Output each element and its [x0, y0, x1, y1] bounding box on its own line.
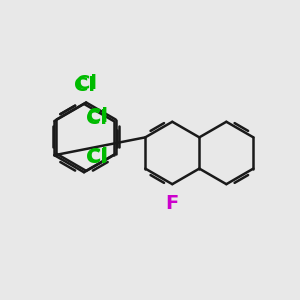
- Text: Cl: Cl: [87, 147, 108, 166]
- Text: F: F: [166, 194, 179, 213]
- Text: Cl: Cl: [86, 109, 107, 128]
- Text: Cl: Cl: [76, 74, 97, 93]
- Text: Cl: Cl: [74, 76, 94, 95]
- Text: Cl: Cl: [86, 148, 107, 167]
- Text: Cl: Cl: [87, 107, 108, 126]
